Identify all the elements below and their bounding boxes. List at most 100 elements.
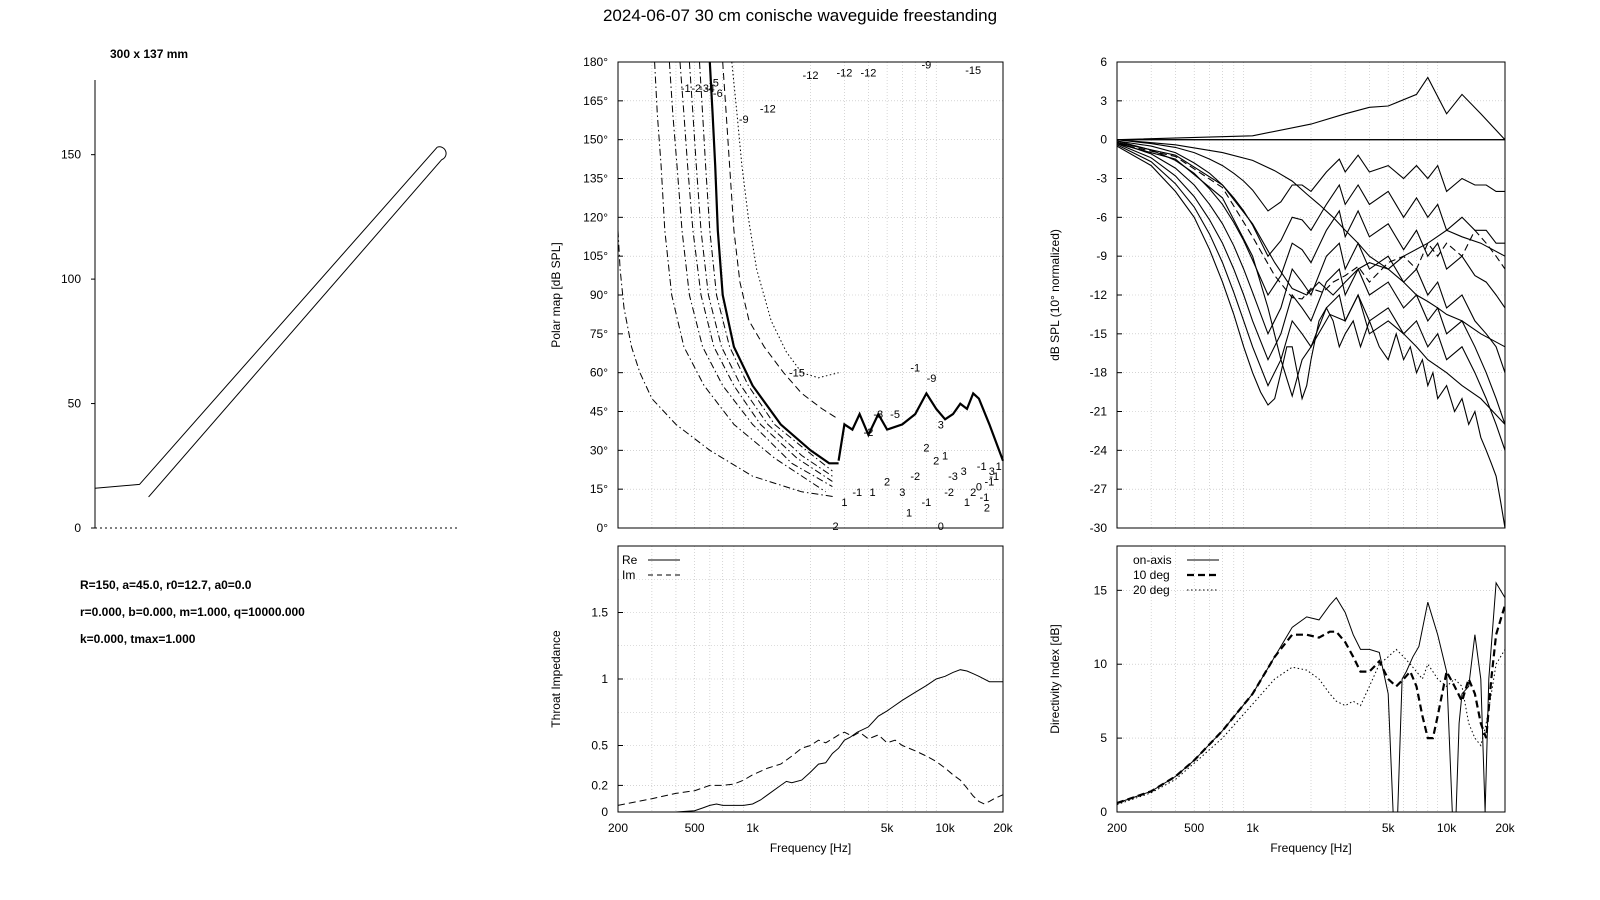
contour-label: 3	[989, 466, 995, 478]
y-tick-label: 150°	[583, 133, 608, 147]
y-tick-label: 50	[68, 397, 82, 411]
y-tick-label: 45°	[590, 405, 608, 419]
contour-label: -2	[944, 487, 954, 499]
contour-label: -1	[979, 492, 989, 504]
y-tick-label: 0°	[597, 521, 609, 535]
contour-label: 2	[933, 456, 939, 468]
contour-label: 0	[938, 521, 944, 533]
y-tick-label: 60°	[590, 366, 608, 380]
x-tick-label: 20k	[1495, 821, 1515, 835]
series-line-2	[688, 61, 833, 477]
x-tick-label: 5k	[881, 821, 895, 835]
y-tick-label: 6	[1100, 55, 1107, 69]
param-line-1: R=150, a=45.0, r0=12.7, a0=0.0	[80, 578, 252, 592]
x-tick-label: 1k	[1246, 821, 1260, 835]
series-line-9	[1116, 140, 1506, 309]
y-tick-label: -3	[1096, 172, 1107, 186]
profile-line-0	[94, 146, 438, 489]
y-tick-label: -30	[1090, 521, 1108, 535]
series-line-6	[617, 230, 836, 498]
series-line-1	[617, 731, 1004, 806]
y-tick-label: 180°	[583, 55, 608, 69]
contour-label: 3	[938, 419, 944, 431]
y-tick-label: -27	[1090, 482, 1108, 496]
y-tick-label: 10	[1094, 657, 1108, 671]
contour-label: -1	[985, 476, 995, 488]
y-tick-label: 100	[61, 272, 81, 286]
series-line-3	[679, 61, 833, 482]
x-tick-label: 500	[1184, 821, 1204, 835]
y-tick-label: 15°	[590, 482, 608, 496]
y-tick-label: -12	[1090, 288, 1108, 302]
legend-label: on-axis	[1133, 553, 1172, 567]
y-axis-label: Throat Impedance	[549, 630, 563, 728]
x-tick-label: 1k	[746, 821, 760, 835]
x-axis-label: Frequency [Hz]	[1270, 841, 1351, 855]
legend-label: Re	[622, 553, 638, 567]
contour-label: -15	[965, 65, 981, 77]
y-tick-label: 1.5	[591, 606, 608, 620]
series-line-12	[1116, 143, 1506, 300]
profile-title: 300 x 137 mm	[110, 47, 188, 61]
series-line-9	[837, 391, 1005, 462]
y-tick-label: 0.2	[591, 778, 608, 792]
series-line-11	[1116, 139, 1505, 212]
y-tick-label: -9	[1096, 249, 1107, 263]
x-tick-label: 20k	[993, 821, 1013, 835]
y-tick-label: 75°	[590, 327, 608, 341]
contour-label: 0	[976, 482, 982, 494]
contour-label: 2	[923, 443, 929, 455]
legend-label: 10 deg	[1133, 568, 1170, 582]
contour-label: -2	[691, 83, 701, 95]
contour-label: -3	[873, 409, 883, 421]
y-tick-label: 0	[1100, 133, 1107, 147]
contour-label: -3	[948, 471, 958, 483]
y-tick-label: 120°	[583, 210, 608, 224]
contour-label: 2	[984, 502, 990, 514]
contour-label: -1	[852, 487, 862, 499]
contour-label: -5	[709, 78, 719, 90]
panel-normalized-spl	[1116, 61, 1506, 529]
plot-frame	[1116, 545, 1506, 813]
series-line-0	[618, 669, 1003, 813]
y-tick-label: 5	[1100, 731, 1107, 745]
contour-label: -12	[760, 104, 776, 116]
y-tick-label: 90°	[590, 288, 608, 302]
contour-label: -6	[713, 88, 723, 100]
y-tick-label: -15	[1090, 327, 1108, 341]
legend-label: 20 deg	[1133, 583, 1170, 597]
y-tick-label: 3	[1100, 94, 1107, 108]
x-tick-label: 200	[1107, 821, 1127, 835]
y-tick-label: 165°	[583, 94, 608, 108]
legend-label: Im	[622, 568, 635, 582]
contour-label: 2	[833, 521, 839, 533]
contour-label: 1	[869, 487, 875, 499]
contour-label: -1	[989, 471, 999, 483]
panel-directivity-index	[1116, 545, 1507, 813]
contour-label: -9	[739, 114, 749, 126]
y-tick-label: -21	[1090, 405, 1108, 419]
y-tick-label: -18	[1090, 366, 1108, 380]
contour-label: -3	[699, 83, 709, 95]
page-title: 2024-06-07 30 cm conische waveguide free…	[602, 6, 998, 25]
series-line-10	[1116, 140, 1505, 258]
contour-label: 1	[996, 461, 1002, 473]
y-tick-label: 135°	[583, 172, 608, 186]
series-line-7	[1116, 143, 1506, 425]
series-line-5	[1116, 145, 1506, 529]
contour-label: -2	[910, 471, 920, 483]
y-axis-label: dB SPL (10° normalized)	[1048, 229, 1062, 361]
contour-label: 1	[942, 451, 948, 463]
contour-label: -9	[927, 373, 937, 385]
contour-label: -1	[922, 497, 932, 509]
contour-label: -1	[910, 362, 920, 374]
x-tick-label: 10k	[1437, 821, 1457, 835]
panel-throat-impedance	[617, 545, 1004, 813]
y-tick-label: 105°	[583, 249, 608, 263]
y-tick-label: -24	[1090, 443, 1108, 457]
contour-label: -12	[860, 67, 876, 79]
contour-label: 2	[884, 476, 890, 488]
y-tick-label: 0.5	[591, 739, 608, 753]
contour-label: 3	[961, 466, 967, 478]
